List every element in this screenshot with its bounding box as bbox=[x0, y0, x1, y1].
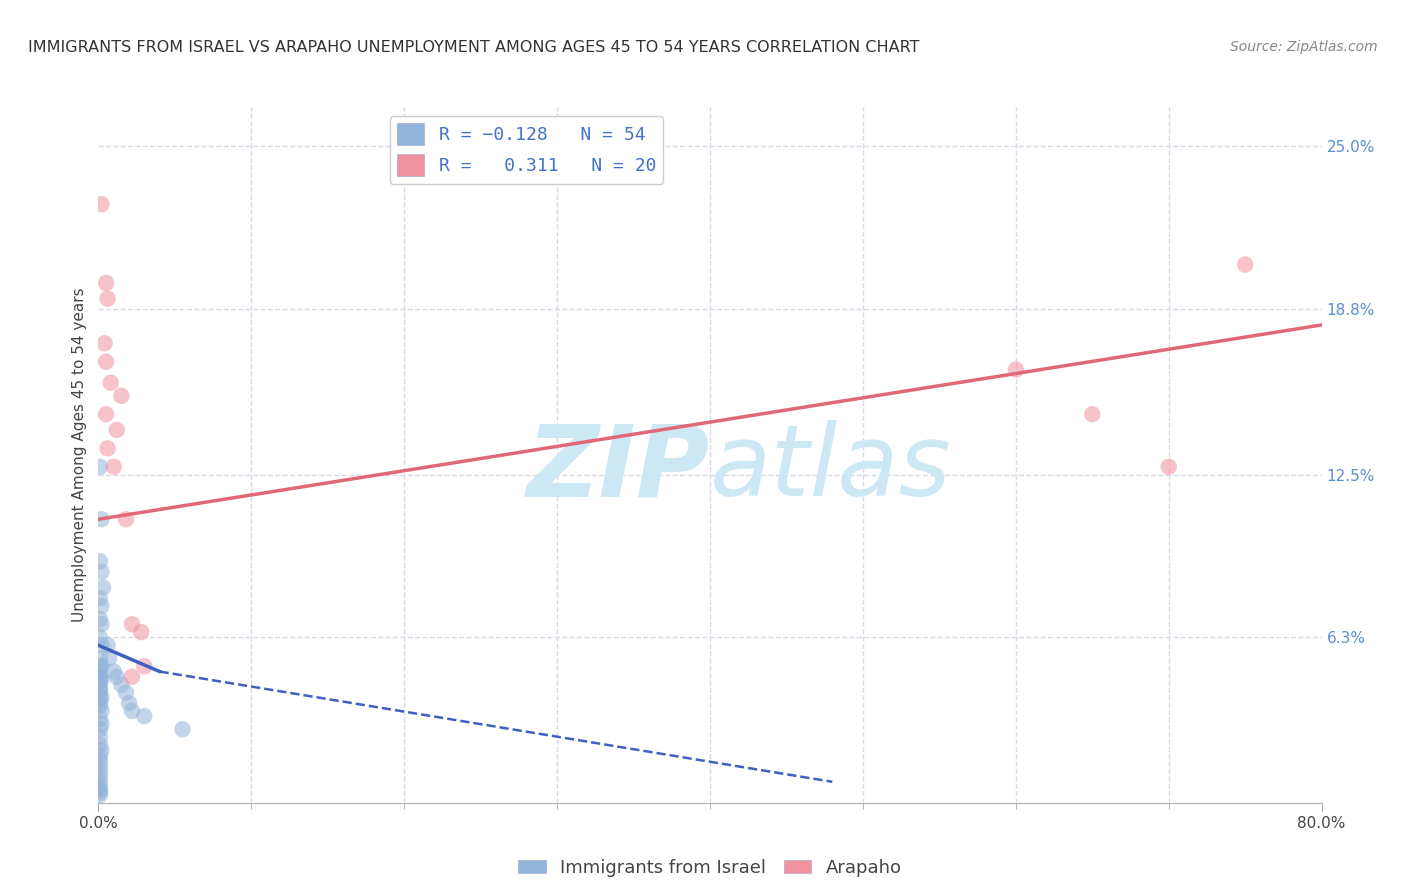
Point bbox=[89, 696, 111, 710]
Point bbox=[89, 712, 111, 726]
Point bbox=[89, 685, 111, 699]
Point bbox=[90, 197, 112, 211]
Point bbox=[90, 565, 112, 579]
Point bbox=[91, 581, 114, 595]
Point bbox=[89, 788, 111, 802]
Point bbox=[105, 423, 128, 437]
Point bbox=[97, 638, 120, 652]
Text: IMMIGRANTS FROM ISRAEL VS ARAPAHO UNEMPLOYMENT AMONG AGES 45 TO 54 YEARS CORRELA: IMMIGRANTS FROM ISRAEL VS ARAPAHO UNEMPL… bbox=[28, 40, 920, 55]
Point bbox=[172, 723, 194, 737]
Point bbox=[103, 665, 125, 679]
Point bbox=[89, 670, 111, 684]
Point bbox=[89, 774, 111, 789]
Point bbox=[90, 638, 112, 652]
Point bbox=[90, 717, 112, 731]
Legend: Immigrants from Israel, Arapaho: Immigrants from Israel, Arapaho bbox=[512, 852, 908, 884]
Point bbox=[89, 665, 111, 679]
Point bbox=[89, 591, 111, 605]
Point bbox=[89, 659, 111, 673]
Point bbox=[97, 442, 120, 456]
Point bbox=[89, 770, 111, 784]
Point bbox=[89, 631, 111, 645]
Point bbox=[89, 680, 111, 694]
Point bbox=[89, 754, 111, 768]
Point bbox=[90, 617, 112, 632]
Point bbox=[89, 764, 111, 779]
Point bbox=[89, 782, 111, 797]
Point bbox=[89, 690, 111, 705]
Point bbox=[100, 376, 122, 390]
Point bbox=[89, 738, 111, 752]
Point bbox=[90, 690, 112, 705]
Point bbox=[121, 670, 143, 684]
Point bbox=[89, 554, 111, 568]
Point bbox=[121, 704, 143, 718]
Point bbox=[1234, 258, 1257, 272]
Point bbox=[90, 659, 112, 673]
Point bbox=[89, 459, 111, 474]
Point bbox=[115, 685, 138, 699]
Point bbox=[94, 276, 117, 290]
Text: ZIP: ZIP bbox=[527, 420, 710, 517]
Point bbox=[90, 673, 112, 687]
Point bbox=[115, 512, 138, 526]
Point bbox=[89, 723, 111, 737]
Point bbox=[89, 748, 111, 763]
Point bbox=[89, 651, 111, 665]
Point bbox=[89, 698, 111, 713]
Point bbox=[90, 512, 112, 526]
Point bbox=[1157, 459, 1180, 474]
Point bbox=[1004, 362, 1026, 376]
Point bbox=[93, 336, 115, 351]
Point bbox=[89, 612, 111, 626]
Text: atlas: atlas bbox=[710, 420, 952, 517]
Point bbox=[129, 625, 152, 640]
Point bbox=[89, 730, 111, 744]
Point bbox=[89, 785, 111, 799]
Point bbox=[98, 651, 121, 665]
Point bbox=[89, 682, 111, 697]
Point bbox=[94, 407, 117, 421]
Point bbox=[90, 743, 112, 757]
Point bbox=[90, 599, 112, 613]
Point bbox=[1081, 407, 1104, 421]
Point bbox=[103, 459, 125, 474]
Text: Source: ZipAtlas.com: Source: ZipAtlas.com bbox=[1230, 40, 1378, 54]
Point bbox=[89, 780, 111, 794]
Point bbox=[89, 670, 111, 684]
Y-axis label: Unemployment Among Ages 45 to 54 years: Unemployment Among Ages 45 to 54 years bbox=[72, 287, 87, 623]
Point bbox=[105, 670, 128, 684]
Point bbox=[89, 675, 111, 690]
Point bbox=[90, 704, 112, 718]
Point bbox=[118, 696, 141, 710]
Point bbox=[97, 292, 120, 306]
Point bbox=[94, 355, 117, 369]
Point bbox=[134, 709, 156, 723]
Point bbox=[121, 617, 143, 632]
Point bbox=[110, 678, 132, 692]
Point bbox=[89, 759, 111, 773]
Point bbox=[110, 389, 132, 403]
Point bbox=[134, 659, 156, 673]
